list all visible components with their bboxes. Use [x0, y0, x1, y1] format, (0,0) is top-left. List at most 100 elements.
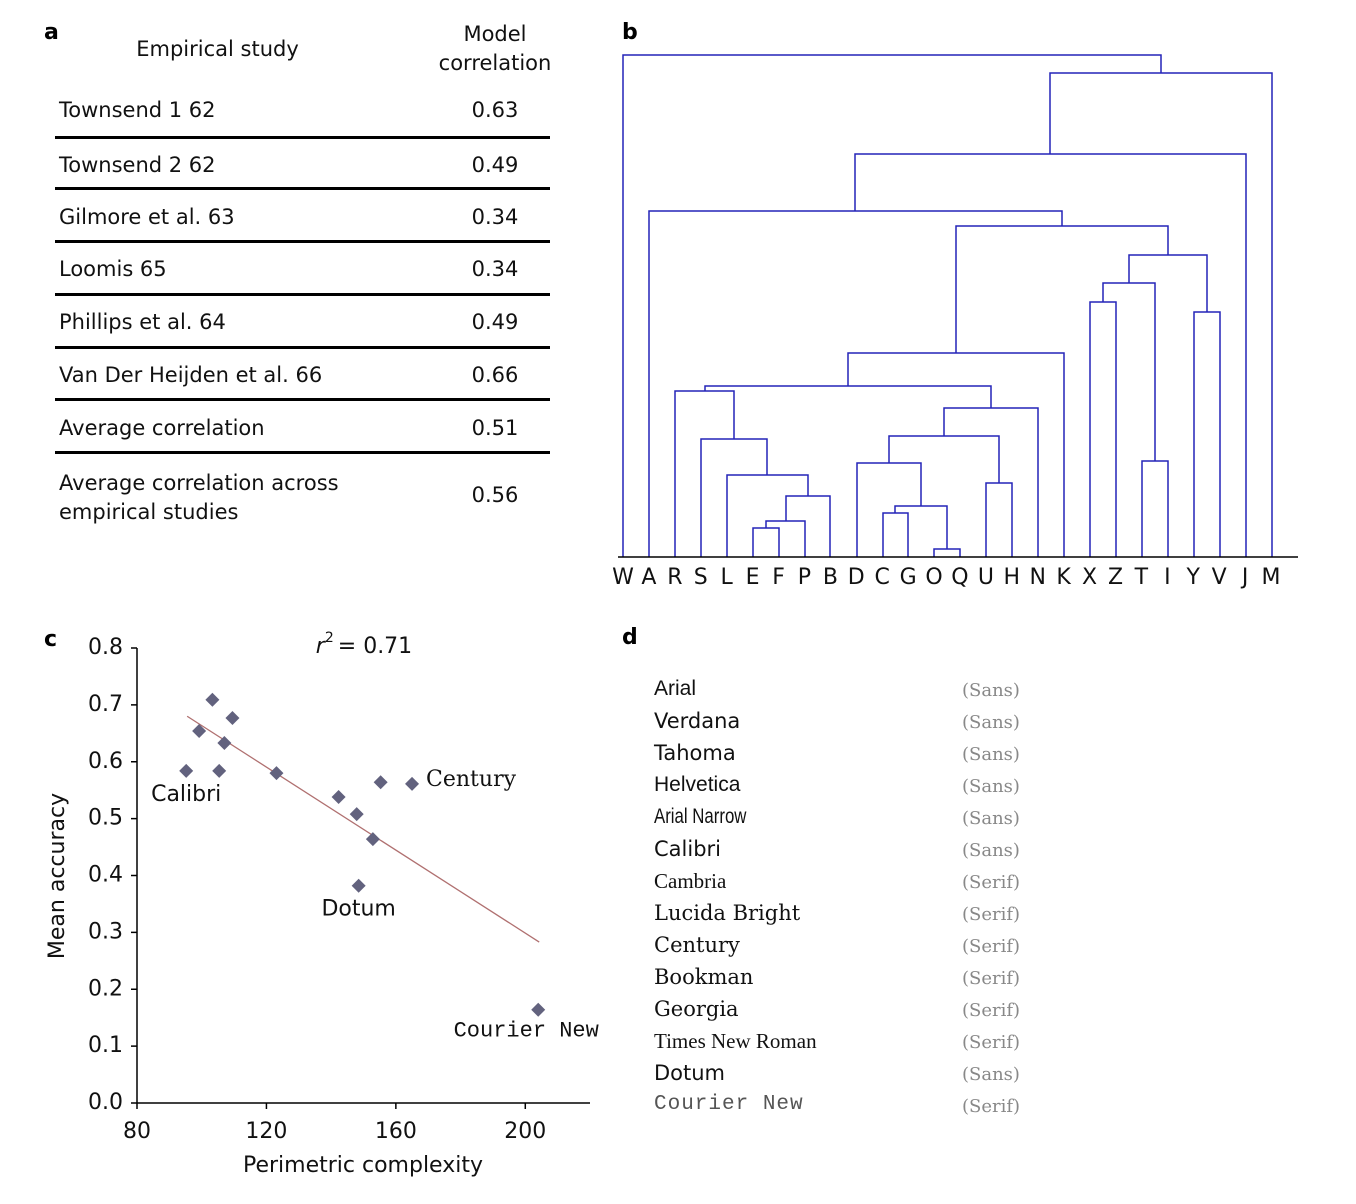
branch — [1049, 72, 1273, 557]
table-cell: 0.63 — [471, 98, 519, 122]
branch — [856, 462, 922, 557]
font-name: Helvetica — [654, 773, 741, 796]
table-rule — [55, 346, 550, 349]
leaf-label: T — [1134, 565, 1149, 590]
table-cell: Townsend 2 62 — [59, 153, 216, 177]
leaf-label: K — [1056, 565, 1071, 590]
font-class: (Serif) — [962, 872, 1021, 893]
font-name: Calibri — [654, 837, 721, 861]
annotation-text: = 0.71 — [338, 634, 412, 659]
leaf-label: P — [798, 565, 811, 590]
point — [212, 763, 227, 778]
x-tick-label: 200 — [504, 1119, 546, 1144]
table-cell: Van Der Heijden et al. 66 — [59, 363, 323, 387]
point — [217, 735, 232, 750]
panel-label: c — [44, 627, 58, 652]
branch — [888, 435, 1000, 483]
x-axis-title: Perimetric complexity — [243, 1153, 483, 1178]
branch — [1089, 301, 1117, 557]
branch — [1193, 311, 1221, 557]
font-class: (Serif) — [962, 1000, 1021, 1021]
font-name: Dotum — [654, 1061, 726, 1085]
point-label: Century — [426, 767, 517, 792]
font-name: Arial Narrow — [654, 805, 747, 828]
fit-line — [186, 715, 540, 943]
branch — [704, 385, 992, 408]
point-label: Courier New — [454, 1019, 599, 1044]
table-rule — [55, 240, 550, 243]
font-class: (Serif) — [962, 936, 1021, 957]
annotation-variable: r — [316, 634, 327, 659]
x-tick-label: 120 — [245, 1119, 287, 1144]
branch — [955, 225, 1169, 353]
point-label: Dotum — [321, 897, 395, 922]
leaf-label: E — [746, 565, 760, 590]
annotation: r2 = 0.71 — [316, 630, 412, 659]
y-tick-label: 0.7 — [88, 692, 123, 717]
x-tick-label: 80 — [123, 1119, 151, 1144]
point-label: Calibri — [151, 782, 221, 807]
branch — [648, 210, 1063, 557]
font-class: (Sans) — [962, 1064, 1020, 1085]
panel-label: d — [622, 625, 638, 650]
point — [349, 807, 364, 822]
font-name: Georgia — [654, 997, 739, 1021]
point — [331, 790, 346, 805]
panel-label: a — [44, 20, 59, 45]
table-rule — [55, 398, 550, 401]
leaf-label: W — [612, 565, 634, 590]
font-class: (Sans) — [962, 808, 1020, 829]
branch — [726, 474, 809, 557]
y-tick-label: 0.4 — [88, 863, 123, 888]
point — [179, 763, 194, 778]
font-class: (Serif) — [962, 1032, 1021, 1053]
font-class: (Sans) — [962, 840, 1020, 861]
leaf-label: I — [1164, 565, 1171, 590]
font-name: Cambria — [654, 869, 727, 893]
branch — [765, 520, 806, 557]
table-cell: 0.49 — [471, 153, 519, 177]
branch — [752, 527, 780, 557]
branch — [622, 54, 1162, 557]
branch — [1102, 282, 1156, 461]
font-class: (Serif) — [962, 1096, 1021, 1117]
y-axis-title: Mean accuracy — [45, 793, 70, 959]
table-cell: 0.49 — [471, 310, 519, 334]
leaf-label: V — [1212, 565, 1227, 590]
table-rule — [55, 136, 550, 139]
leaf-label: J — [1240, 565, 1249, 590]
table-cell: 0.66 — [471, 363, 519, 387]
branch — [985, 482, 1013, 557]
y-tick-label: 0.5 — [88, 806, 123, 831]
leaf-label: F — [772, 565, 785, 590]
leaf-label: Q — [951, 565, 968, 590]
point — [365, 832, 380, 847]
branch — [882, 512, 909, 557]
font-name: Century — [654, 933, 740, 957]
point — [531, 1002, 546, 1017]
branch — [700, 438, 768, 557]
font-class: (Sans) — [962, 776, 1020, 797]
y-tick-label: 0.8 — [88, 635, 123, 660]
font-name: Bookman — [654, 965, 754, 989]
table-cell: 0.56 — [471, 483, 519, 507]
y-tick-label: 0.3 — [88, 919, 123, 944]
table-cell: Phillips et al. 64 — [59, 310, 226, 334]
table-cell: Average correlation across empirical stu… — [59, 471, 339, 524]
leaf-label: X — [1082, 565, 1097, 590]
leaf-label: M — [1262, 565, 1281, 590]
branch — [785, 495, 831, 557]
table-header: Empirical study — [136, 37, 299, 61]
leaf-label: D — [848, 565, 865, 590]
point — [351, 878, 366, 893]
leaf-label: B — [823, 565, 838, 590]
leaf-label: C — [875, 565, 890, 590]
leaf-label: O — [925, 565, 942, 590]
leaf-label: U — [978, 565, 994, 590]
font-class: (Sans) — [962, 712, 1020, 733]
table-cell: Townsend 1 62 — [59, 98, 216, 122]
font-class: (Sans) — [962, 744, 1020, 765]
font-class: (Serif) — [962, 904, 1021, 925]
